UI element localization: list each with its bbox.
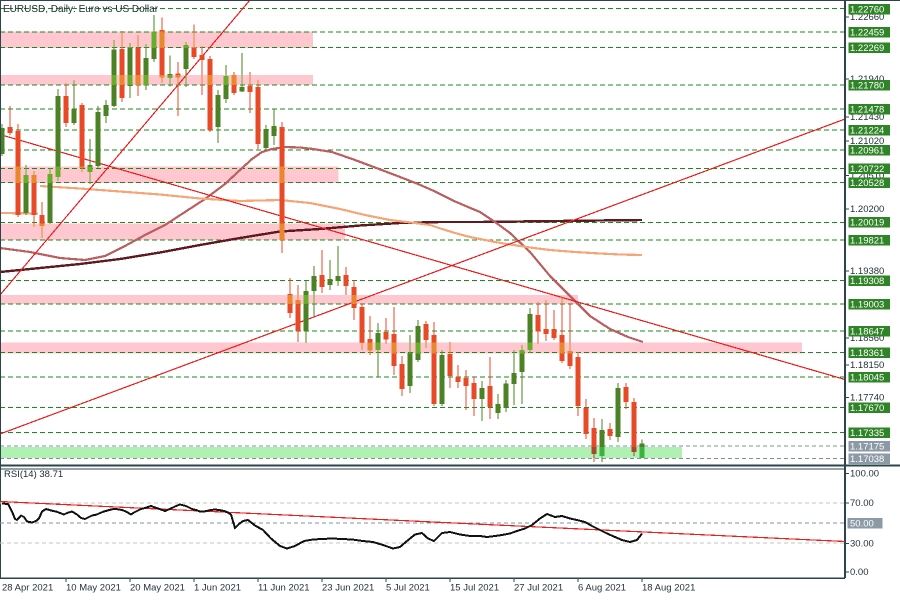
svg-text:1.20200: 1.20200 bbox=[850, 204, 884, 215]
svg-text:1.20019: 1.20019 bbox=[850, 218, 884, 229]
svg-text:50.00: 50.00 bbox=[850, 518, 874, 529]
svg-text:11 Jun 2021: 11 Jun 2021 bbox=[258, 583, 310, 594]
svg-text:6 Aug 2021: 6 Aug 2021 bbox=[578, 583, 626, 594]
svg-text:1.17740: 1.17740 bbox=[850, 393, 884, 404]
svg-text:30.00: 30.00 bbox=[850, 539, 874, 550]
svg-text:1.21478: 1.21478 bbox=[850, 104, 884, 115]
svg-text:1.18150: 1.18150 bbox=[850, 360, 884, 371]
svg-text:1.22660: 1.22660 bbox=[850, 12, 884, 23]
svg-text:RSI(14) 38.71: RSI(14) 38.71 bbox=[4, 469, 63, 480]
svg-text:20 May 2021: 20 May 2021 bbox=[130, 583, 185, 594]
svg-text:70.00: 70.00 bbox=[850, 498, 874, 509]
svg-text:1.21430: 1.21430 bbox=[850, 112, 884, 123]
svg-text:1.17038: 1.17038 bbox=[850, 454, 884, 465]
svg-text:0.00: 0.00 bbox=[850, 567, 869, 578]
svg-text:1.20510: 1.20510 bbox=[850, 171, 884, 182]
svg-text:1.22269: 1.22269 bbox=[850, 43, 884, 54]
svg-text:1.19380: 1.19380 bbox=[850, 266, 884, 277]
svg-text:1.18361: 1.18361 bbox=[850, 348, 884, 359]
svg-text:23 Jun 2021: 23 Jun 2021 bbox=[322, 583, 374, 594]
svg-text:1.22760: 1.22760 bbox=[850, 4, 884, 15]
svg-text:1.21224: 1.21224 bbox=[850, 125, 884, 136]
svg-text:1.20528: 1.20528 bbox=[850, 178, 884, 189]
svg-text:5 Jul 2021: 5 Jul 2021 bbox=[386, 583, 430, 594]
svg-text:15 Jul 2021: 15 Jul 2021 bbox=[450, 583, 499, 594]
svg-text:1.19003: 1.19003 bbox=[850, 299, 884, 310]
svg-text:1 Jun 2021: 1 Jun 2021 bbox=[194, 583, 241, 594]
svg-text:1.21940: 1.21940 bbox=[850, 74, 884, 85]
svg-text:28 Apr 2021: 28 Apr 2021 bbox=[2, 583, 53, 594]
svg-text:1.17335: 1.17335 bbox=[850, 428, 884, 439]
svg-text:1.17175: 1.17175 bbox=[850, 441, 884, 452]
svg-text:1.20722: 1.20722 bbox=[850, 164, 884, 175]
svg-text:1.21020: 1.21020 bbox=[850, 136, 884, 147]
svg-text:1.19821: 1.19821 bbox=[850, 235, 884, 246]
svg-text:EURUSD, Daily: Euro vs US Doll: EURUSD, Daily: Euro vs US Dollar bbox=[3, 4, 159, 15]
svg-text:1.21780: 1.21780 bbox=[850, 80, 884, 91]
svg-text:10 May 2021: 10 May 2021 bbox=[66, 583, 121, 594]
svg-text:1.17670: 1.17670 bbox=[850, 403, 884, 414]
svg-text:1.18560: 1.18560 bbox=[850, 333, 884, 344]
svg-text:1.18045: 1.18045 bbox=[850, 372, 884, 383]
svg-text:27 Jul 2021: 27 Jul 2021 bbox=[514, 583, 563, 594]
svg-text:100.00: 100.00 bbox=[850, 469, 879, 480]
svg-text:1.22459: 1.22459 bbox=[850, 27, 884, 38]
svg-text:1.19308: 1.19308 bbox=[850, 276, 884, 287]
svg-text:1.18647: 1.18647 bbox=[850, 326, 884, 337]
svg-text:18 Aug 2021: 18 Aug 2021 bbox=[642, 583, 695, 594]
svg-text:1.20961: 1.20961 bbox=[850, 145, 884, 156]
